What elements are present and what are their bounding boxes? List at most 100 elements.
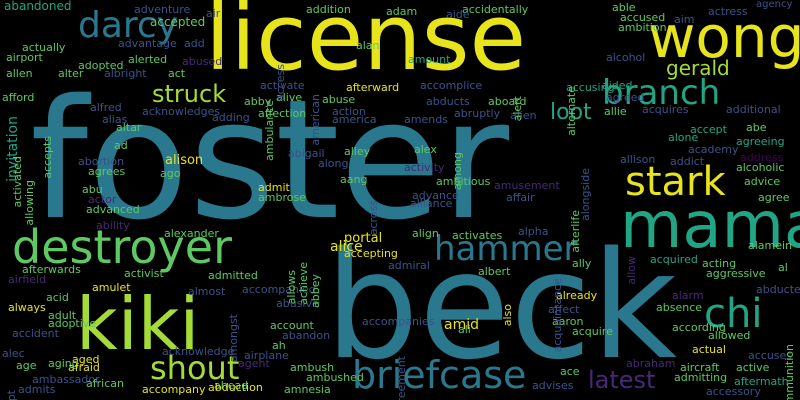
word-acquires: acquires xyxy=(642,103,689,116)
word-accepted: accepted xyxy=(150,15,206,29)
word-accept: accept xyxy=(690,123,727,136)
word-aftermath: aftermath xyxy=(734,375,789,388)
word-ally: ally xyxy=(572,257,592,270)
word-admitting: admitting xyxy=(674,371,728,384)
word-agent: agent xyxy=(238,357,270,370)
word-alpha: alpha xyxy=(518,225,549,238)
word-alliance: alliance xyxy=(410,197,453,210)
word-ago: ago xyxy=(160,167,181,180)
word-branch: branch xyxy=(602,73,721,113)
word-aang: aang xyxy=(340,173,368,186)
word-alan: alan xyxy=(356,39,380,52)
word-wong: wong xyxy=(648,3,800,71)
word-mama: mama xyxy=(620,189,800,263)
word-accidentally: accidentally xyxy=(462,3,529,16)
word-acquaintance: acquaintance xyxy=(551,278,564,353)
word-altar: altar xyxy=(116,121,142,134)
word-aided: aided xyxy=(602,79,633,92)
word-ambassador: ambassador xyxy=(32,373,100,386)
word-loot: loot xyxy=(550,100,592,125)
word-shout: shout xyxy=(150,349,240,387)
word-afford: afford xyxy=(2,91,35,104)
word-accompanied: accompanied xyxy=(242,283,316,296)
word-adventure: adventure xyxy=(134,3,191,16)
word-age: age xyxy=(16,359,37,372)
word-ambrose: ambrose xyxy=(258,191,306,204)
word-american: american xyxy=(309,94,322,146)
word-accompany: accompany xyxy=(142,383,206,396)
word-chi: chi xyxy=(704,291,763,337)
word-add: add xyxy=(184,37,205,50)
word-adam: adam xyxy=(386,5,418,18)
word-advance: advance xyxy=(412,189,459,202)
word-additional: additional xyxy=(726,103,781,116)
word-affair: affair xyxy=(506,191,535,204)
word-advice: advice xyxy=(744,175,781,188)
word-agreeing: agreeing xyxy=(736,135,785,148)
word-abraham: abraham xyxy=(626,357,676,370)
word-stark: stark xyxy=(625,159,726,205)
word-allison: allison xyxy=(620,153,656,166)
word-amnesia: amnesia xyxy=(284,383,331,396)
word-academy: academy xyxy=(688,143,739,156)
word-abducted: abducted xyxy=(756,283,800,296)
word-align: align xyxy=(412,227,439,240)
word-accompanies: accompanies xyxy=(362,315,435,328)
word-hammer: hammer xyxy=(434,229,578,269)
word-alamein: alamein xyxy=(748,239,793,252)
word-along: along xyxy=(318,157,349,170)
word-absence: absence xyxy=(656,301,703,314)
word-activate: activate xyxy=(260,79,305,92)
word-actor: actor xyxy=(88,193,117,206)
word-ammunition: ammunition xyxy=(783,344,796,400)
word-amount: amount xyxy=(408,53,451,66)
word-acting: acting xyxy=(702,257,737,270)
word-kiki: kiki xyxy=(76,282,200,366)
word-aggressive: aggressive xyxy=(706,267,766,280)
word-agreed: agreed xyxy=(606,91,645,104)
word-beck: beck xyxy=(325,220,678,392)
word-alcohol: alcohol xyxy=(606,51,646,64)
word-alerted: alerted xyxy=(128,53,168,66)
word-among: among xyxy=(451,152,464,191)
word-alone: alone xyxy=(668,131,699,144)
word-ace: ace xyxy=(560,365,580,378)
word-alias: alias xyxy=(102,113,128,126)
word-airplane: airplane xyxy=(244,349,289,362)
word-abigail: abigail xyxy=(288,147,325,160)
word-actress: actress xyxy=(708,5,748,18)
word-abused: abused xyxy=(182,55,223,68)
word-activity: activity xyxy=(404,161,445,174)
word-ambush: ambush xyxy=(290,361,335,374)
word-abu: abu xyxy=(82,183,103,196)
word-allowing: allowing xyxy=(23,180,36,226)
word-abbey: abbey xyxy=(309,274,322,308)
word-acknowledges: acknowledges xyxy=(142,105,221,118)
word-airport: airport xyxy=(6,51,43,64)
word-activist: activist xyxy=(124,267,164,280)
word-aboard: aboard xyxy=(488,95,527,108)
word-alison: alison xyxy=(165,153,204,168)
word-afterwards: afterwards xyxy=(22,263,81,276)
word-admitted: admitted xyxy=(208,269,258,282)
word-destroyer: destroyer xyxy=(12,220,232,274)
word-alcoholic: alcoholic xyxy=(736,161,785,174)
word-advanced: advanced xyxy=(86,203,140,216)
word-activated: activated xyxy=(11,156,24,208)
word-abortion: abortion xyxy=(78,155,125,168)
word-affect: affect xyxy=(548,303,580,316)
word-agree: agree xyxy=(758,191,790,204)
word-ahead: ahead xyxy=(214,379,249,392)
word-abandoned: abandoned xyxy=(4,0,72,13)
word-act: act xyxy=(168,67,186,80)
word-darcy: darcy xyxy=(78,5,179,46)
word-license: license xyxy=(205,0,527,91)
word-abandon: abandon xyxy=(282,329,331,342)
word-alert: alert xyxy=(511,96,524,122)
word-acquire: acquire xyxy=(572,325,613,338)
word-amulet: amulet xyxy=(92,281,131,294)
word-airfield: airfield xyxy=(8,273,47,286)
word-aged: aged xyxy=(72,353,100,366)
word-abuse: abuse xyxy=(322,93,356,106)
